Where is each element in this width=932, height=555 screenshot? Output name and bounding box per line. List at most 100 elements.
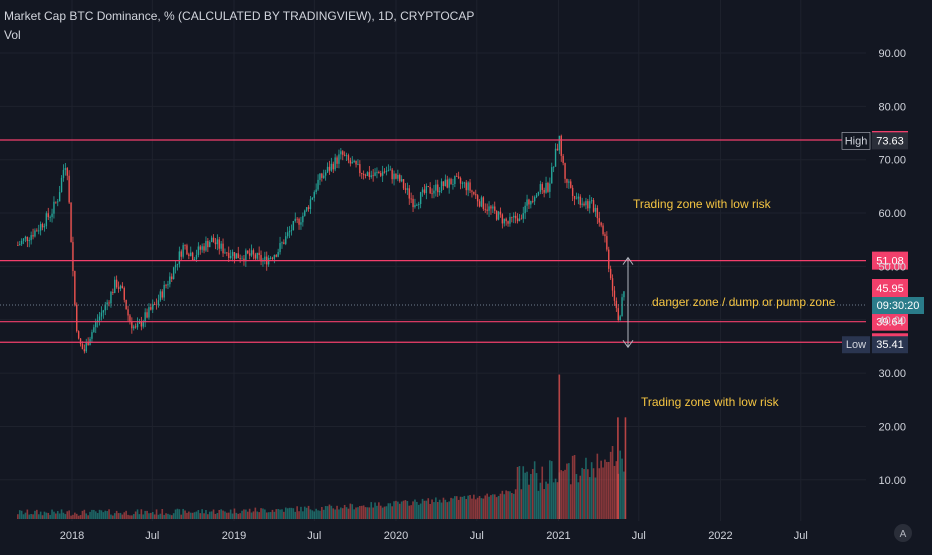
volume-bar [254,507,257,519]
volume-bar [463,495,466,519]
candle-body [454,176,456,185]
candle-body [543,189,545,193]
candle-body [577,196,580,199]
volume-bar [277,508,279,519]
volume-bar [167,513,169,519]
candle-body [330,163,333,171]
candle-body [66,168,68,176]
volume-bar [264,509,266,519]
candle-body [32,235,34,237]
volume-bar [290,507,293,519]
volume-bar [528,484,530,519]
candle-body [222,243,224,254]
candle-body [134,326,137,328]
candle-body [368,172,371,177]
volume-bar [541,466,544,519]
volume-bar [39,511,42,519]
candle-body [558,135,561,151]
volume-bar [77,515,80,519]
volume-bar [136,509,139,519]
volume-bar [288,507,291,519]
volume-bar [163,514,165,519]
volume-bar [598,468,601,519]
candle-body [237,253,239,259]
low-value: 35.41 [876,339,904,351]
candle-body [484,208,486,210]
high-value: 73.63 [876,135,904,147]
candle-body [389,169,391,171]
candle-body [28,240,30,242]
candle-body [587,201,589,209]
candle-body [378,171,380,174]
candle-body [429,186,431,194]
volume-bar [43,511,46,519]
volume-bar [134,511,137,519]
candle-body [167,284,169,286]
candle-body [296,218,298,220]
candle-body [321,173,323,178]
candle-body [220,243,222,249]
candle-body [490,206,492,209]
candle-body [231,252,234,256]
volume-bar [222,510,224,519]
volume-bar [374,502,376,519]
volume-bar [452,498,454,519]
volume-bar [186,512,188,519]
volume-bar [480,498,483,519]
candle-body [395,173,397,179]
volume-bar [474,499,477,519]
volume-bar [37,514,40,519]
volume-bar [552,482,555,519]
auto-scale-button[interactable] [894,524,912,542]
candle-body [55,201,57,203]
candle-body [355,160,357,165]
volume-bar [258,512,260,519]
volume-bar [393,501,395,519]
volume-bar [594,477,597,519]
candle-body [535,194,538,198]
volume-bar [600,460,602,519]
candle-body [68,175,70,203]
volume-bar [243,509,245,519]
volume-bar [391,506,393,519]
volume-bar [490,495,492,519]
candle-body [233,252,236,259]
volume-bar [271,509,274,519]
candle-body [361,173,363,174]
candle-body [421,189,424,193]
candle-body [203,246,205,251]
volume-bar [347,508,350,519]
y-tick-label: 10.00 [878,475,906,487]
candle-body [188,254,190,256]
candle-body [178,251,181,264]
volume-bar [336,505,338,519]
volume-bar [402,500,405,519]
candle-body [174,265,177,268]
candle-body [241,258,243,260]
candle-body [239,258,241,259]
volume-label: Vol [4,28,21,42]
candle-body [560,135,562,156]
volume-bar [349,503,352,519]
candle-body [214,242,217,245]
candle-body [95,321,97,328]
volume-bar [341,508,344,519]
volume-bar [106,511,108,519]
candle-body [423,189,426,194]
volume-bar [412,501,414,519]
candle-body [385,170,388,173]
candle-body [488,206,490,211]
volume-bar [454,496,456,519]
volume-bar [45,512,48,519]
volume-bar [226,512,228,519]
volume-bar [343,504,346,519]
candle-body [22,238,25,241]
y-tick-label: 90.00 [878,48,906,60]
candle-body [338,154,340,164]
volume-peak-bar [558,374,561,519]
volume-bar [155,509,158,519]
volume-bar [17,514,19,519]
candle-body [283,242,285,244]
